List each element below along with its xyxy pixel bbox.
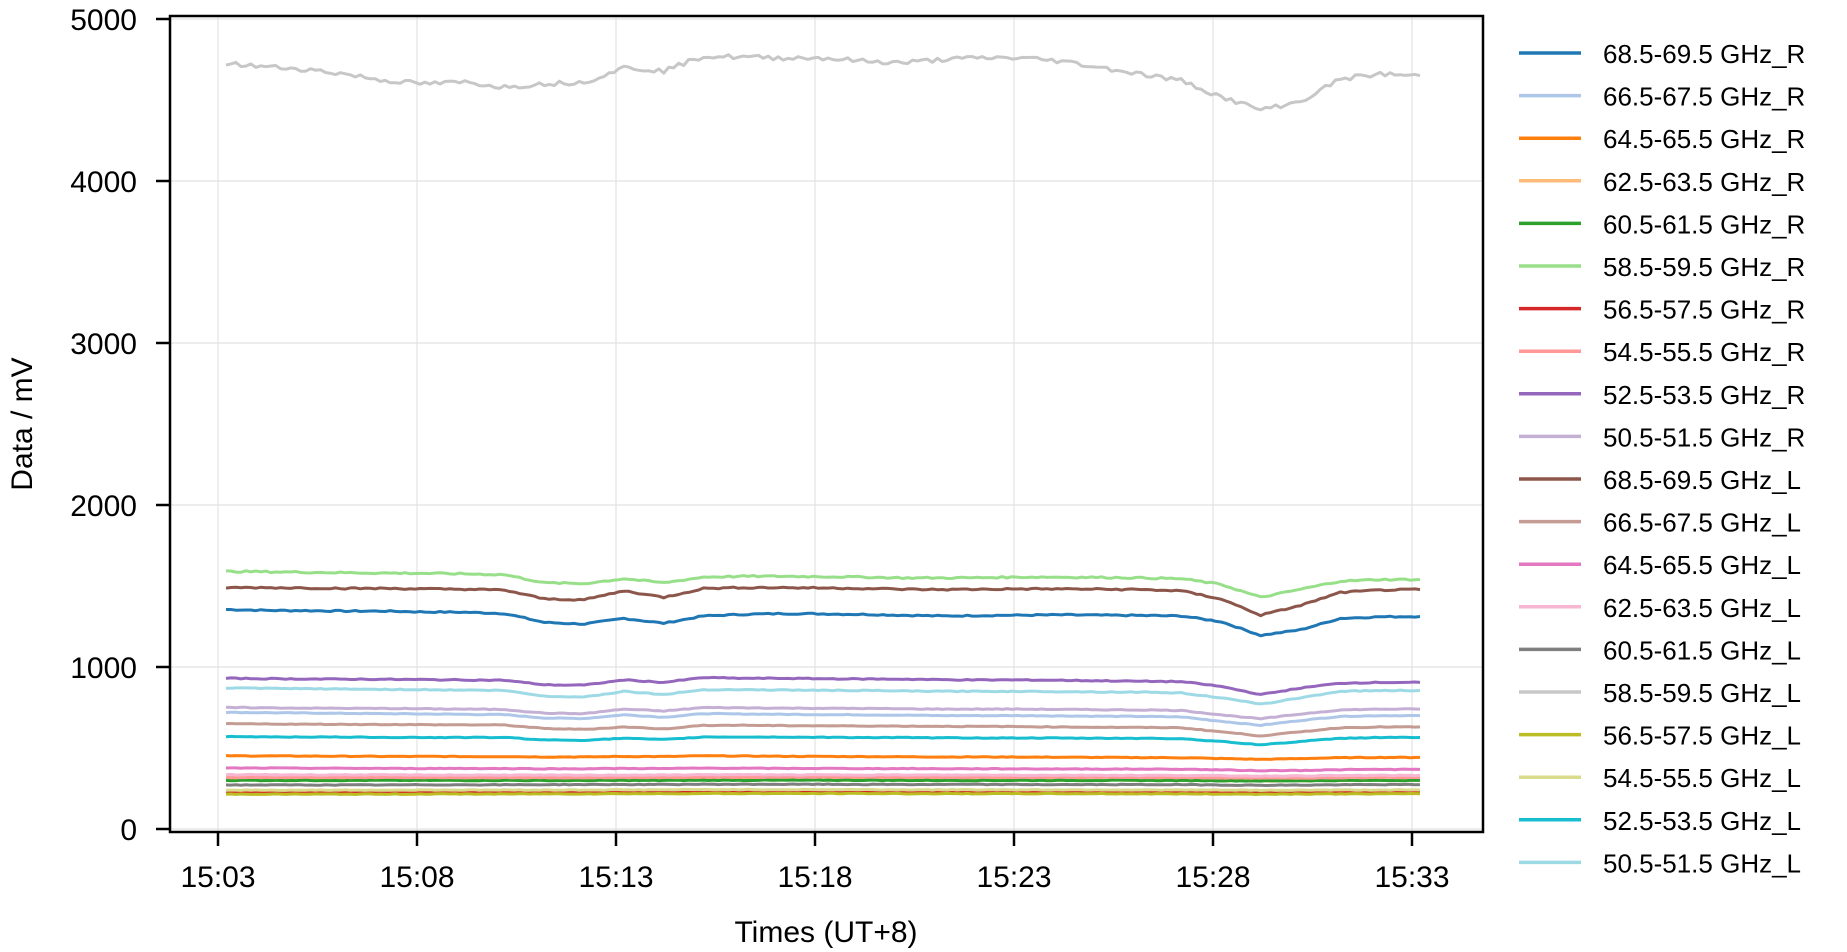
y-axis: 0 1000 2000 3000 4000 5000 xyxy=(70,4,170,847)
grid xyxy=(170,16,1483,832)
legend-label: 68.5-69.5 GHz_R xyxy=(1603,39,1805,69)
legend-label: 64.5-65.5 GHz_L xyxy=(1603,550,1801,580)
series-line-13 xyxy=(225,772,1421,778)
legend-label: 52.5-53.5 GHz_R xyxy=(1603,380,1805,410)
legend-item: 56.5-57.5 GHz_L xyxy=(1519,721,1801,751)
legend-item: 54.5-55.5 GHz_R xyxy=(1519,337,1805,367)
series-line-2 xyxy=(225,754,1421,761)
series-line-10 xyxy=(225,585,1421,618)
legend-item: 66.5-67.5 GHz_L xyxy=(1519,508,1801,538)
plot-frame xyxy=(168,14,1485,834)
legend-item: 50.5-51.5 GHz_R xyxy=(1519,422,1805,452)
legend-label: 56.5-57.5 GHz_L xyxy=(1603,721,1801,751)
series-line-4 xyxy=(225,778,1421,783)
y-axis-label: Data / mV xyxy=(6,357,39,490)
legend-item: 50.5-51.5 GHz_L xyxy=(1519,848,1801,878)
legend: 68.5-69.5 GHz_R 66.5-67.5 GHz_R 64.5-65.5 … xyxy=(1519,39,1805,878)
legend-label: 64.5-65.5 GHz_R xyxy=(1603,124,1805,154)
series-line-1 xyxy=(225,710,1421,727)
legend-item: 60.5-61.5 GHz_L xyxy=(1519,635,1801,665)
legend-label: 56.5-57.5 GHz_R xyxy=(1603,295,1805,325)
legend-label: 58.5-59.5 GHz_R xyxy=(1603,252,1805,282)
legend-label: 66.5-67.5 GHz_L xyxy=(1603,508,1801,538)
series-line-15 xyxy=(225,53,1421,112)
y-tick-label: 1000 xyxy=(70,652,137,685)
y-tick-label: 2000 xyxy=(70,490,137,523)
legend-label: 54.5-55.5 GHz_R xyxy=(1603,337,1805,367)
series-line-18 xyxy=(225,734,1421,747)
x-tick-label: 15:08 xyxy=(379,861,454,894)
legend-item: 52.5-53.5 GHz_L xyxy=(1519,806,1801,836)
legend-item: 62.5-63.5 GHz_L xyxy=(1519,593,1801,623)
legend-label: 62.5-63.5 GHz_L xyxy=(1603,593,1801,623)
legend-item: 68.5-69.5 GHz_R xyxy=(1519,39,1805,69)
legend-item: 60.5-61.5 GHz_R xyxy=(1519,209,1805,239)
series-line-6 xyxy=(225,790,1421,795)
legend-item: 58.5-59.5 GHz_R xyxy=(1519,252,1805,282)
legend-label: 66.5-67.5 GHz_R xyxy=(1603,82,1805,112)
legend-item: 52.5-53.5 GHz_R xyxy=(1519,380,1805,410)
legend-label: 52.5-53.5 GHz_L xyxy=(1603,806,1801,836)
series-line-17 xyxy=(225,787,1421,792)
series-line-7 xyxy=(225,775,1420,780)
x-tick-label: 15:03 xyxy=(180,861,255,894)
legend-label: 68.5-69.5 GHz_L xyxy=(1603,465,1801,495)
series-line-14 xyxy=(225,782,1421,787)
legend-label: 50.5-51.5 GHz_L xyxy=(1603,848,1801,878)
legend-label: 60.5-61.5 GHz_R xyxy=(1603,209,1805,239)
legend-label: 62.5-63.5 GHz_R xyxy=(1603,167,1805,197)
series-line-5 xyxy=(225,569,1421,599)
legend-item: 66.5-67.5 GHz_R xyxy=(1519,82,1805,112)
legend-label: 54.5-55.5 GHz_L xyxy=(1603,763,1801,793)
series-lines xyxy=(225,53,1421,796)
series-line-0 xyxy=(226,608,1421,638)
x-tick-label: 15:33 xyxy=(1374,861,1449,894)
series-line-12 xyxy=(225,766,1421,773)
y-tick-label: 4000 xyxy=(70,166,137,199)
y-tick-label: 0 xyxy=(120,814,137,847)
legend-item: 62.5-63.5 GHz_R xyxy=(1519,167,1805,197)
x-tick-label: 15:28 xyxy=(1175,861,1250,894)
series-line-9 xyxy=(225,705,1421,721)
legend-item: 68.5-69.5 GHz_L xyxy=(1519,465,1801,495)
series-line-19 xyxy=(225,686,1421,706)
legend-item: 64.5-65.5 GHz_L xyxy=(1519,550,1801,580)
legend-item: 64.5-65.5 GHz_R xyxy=(1519,124,1805,154)
series-line-8 xyxy=(225,675,1421,696)
x-tick-label: 15:23 xyxy=(976,861,1051,894)
x-axis: 15:03 15:08 15:13 15:18 15:23 15:28 15:33 xyxy=(180,832,1450,894)
legend-item: 54.5-55.5 GHz_L xyxy=(1519,763,1801,793)
y-tick-label: 3000 xyxy=(70,328,137,361)
legend-item: 56.5-57.5 GHz_R xyxy=(1519,295,1805,325)
legend-label: 50.5-51.5 GHz_R xyxy=(1603,422,1805,452)
series-line-11 xyxy=(225,722,1421,738)
y-tick-label: 5000 xyxy=(70,4,137,37)
x-tick-label: 15:18 xyxy=(777,861,852,894)
legend-item: 58.5-59.5 GHz_L xyxy=(1519,678,1801,708)
x-tick-label: 15:13 xyxy=(578,861,653,894)
series-line-16 xyxy=(225,791,1421,796)
legend-label: 60.5-61.5 GHz_L xyxy=(1603,635,1801,665)
legend-label: 58.5-59.5 GHz_L xyxy=(1603,678,1801,708)
x-axis-label: Times (UT+8) xyxy=(734,916,917,949)
